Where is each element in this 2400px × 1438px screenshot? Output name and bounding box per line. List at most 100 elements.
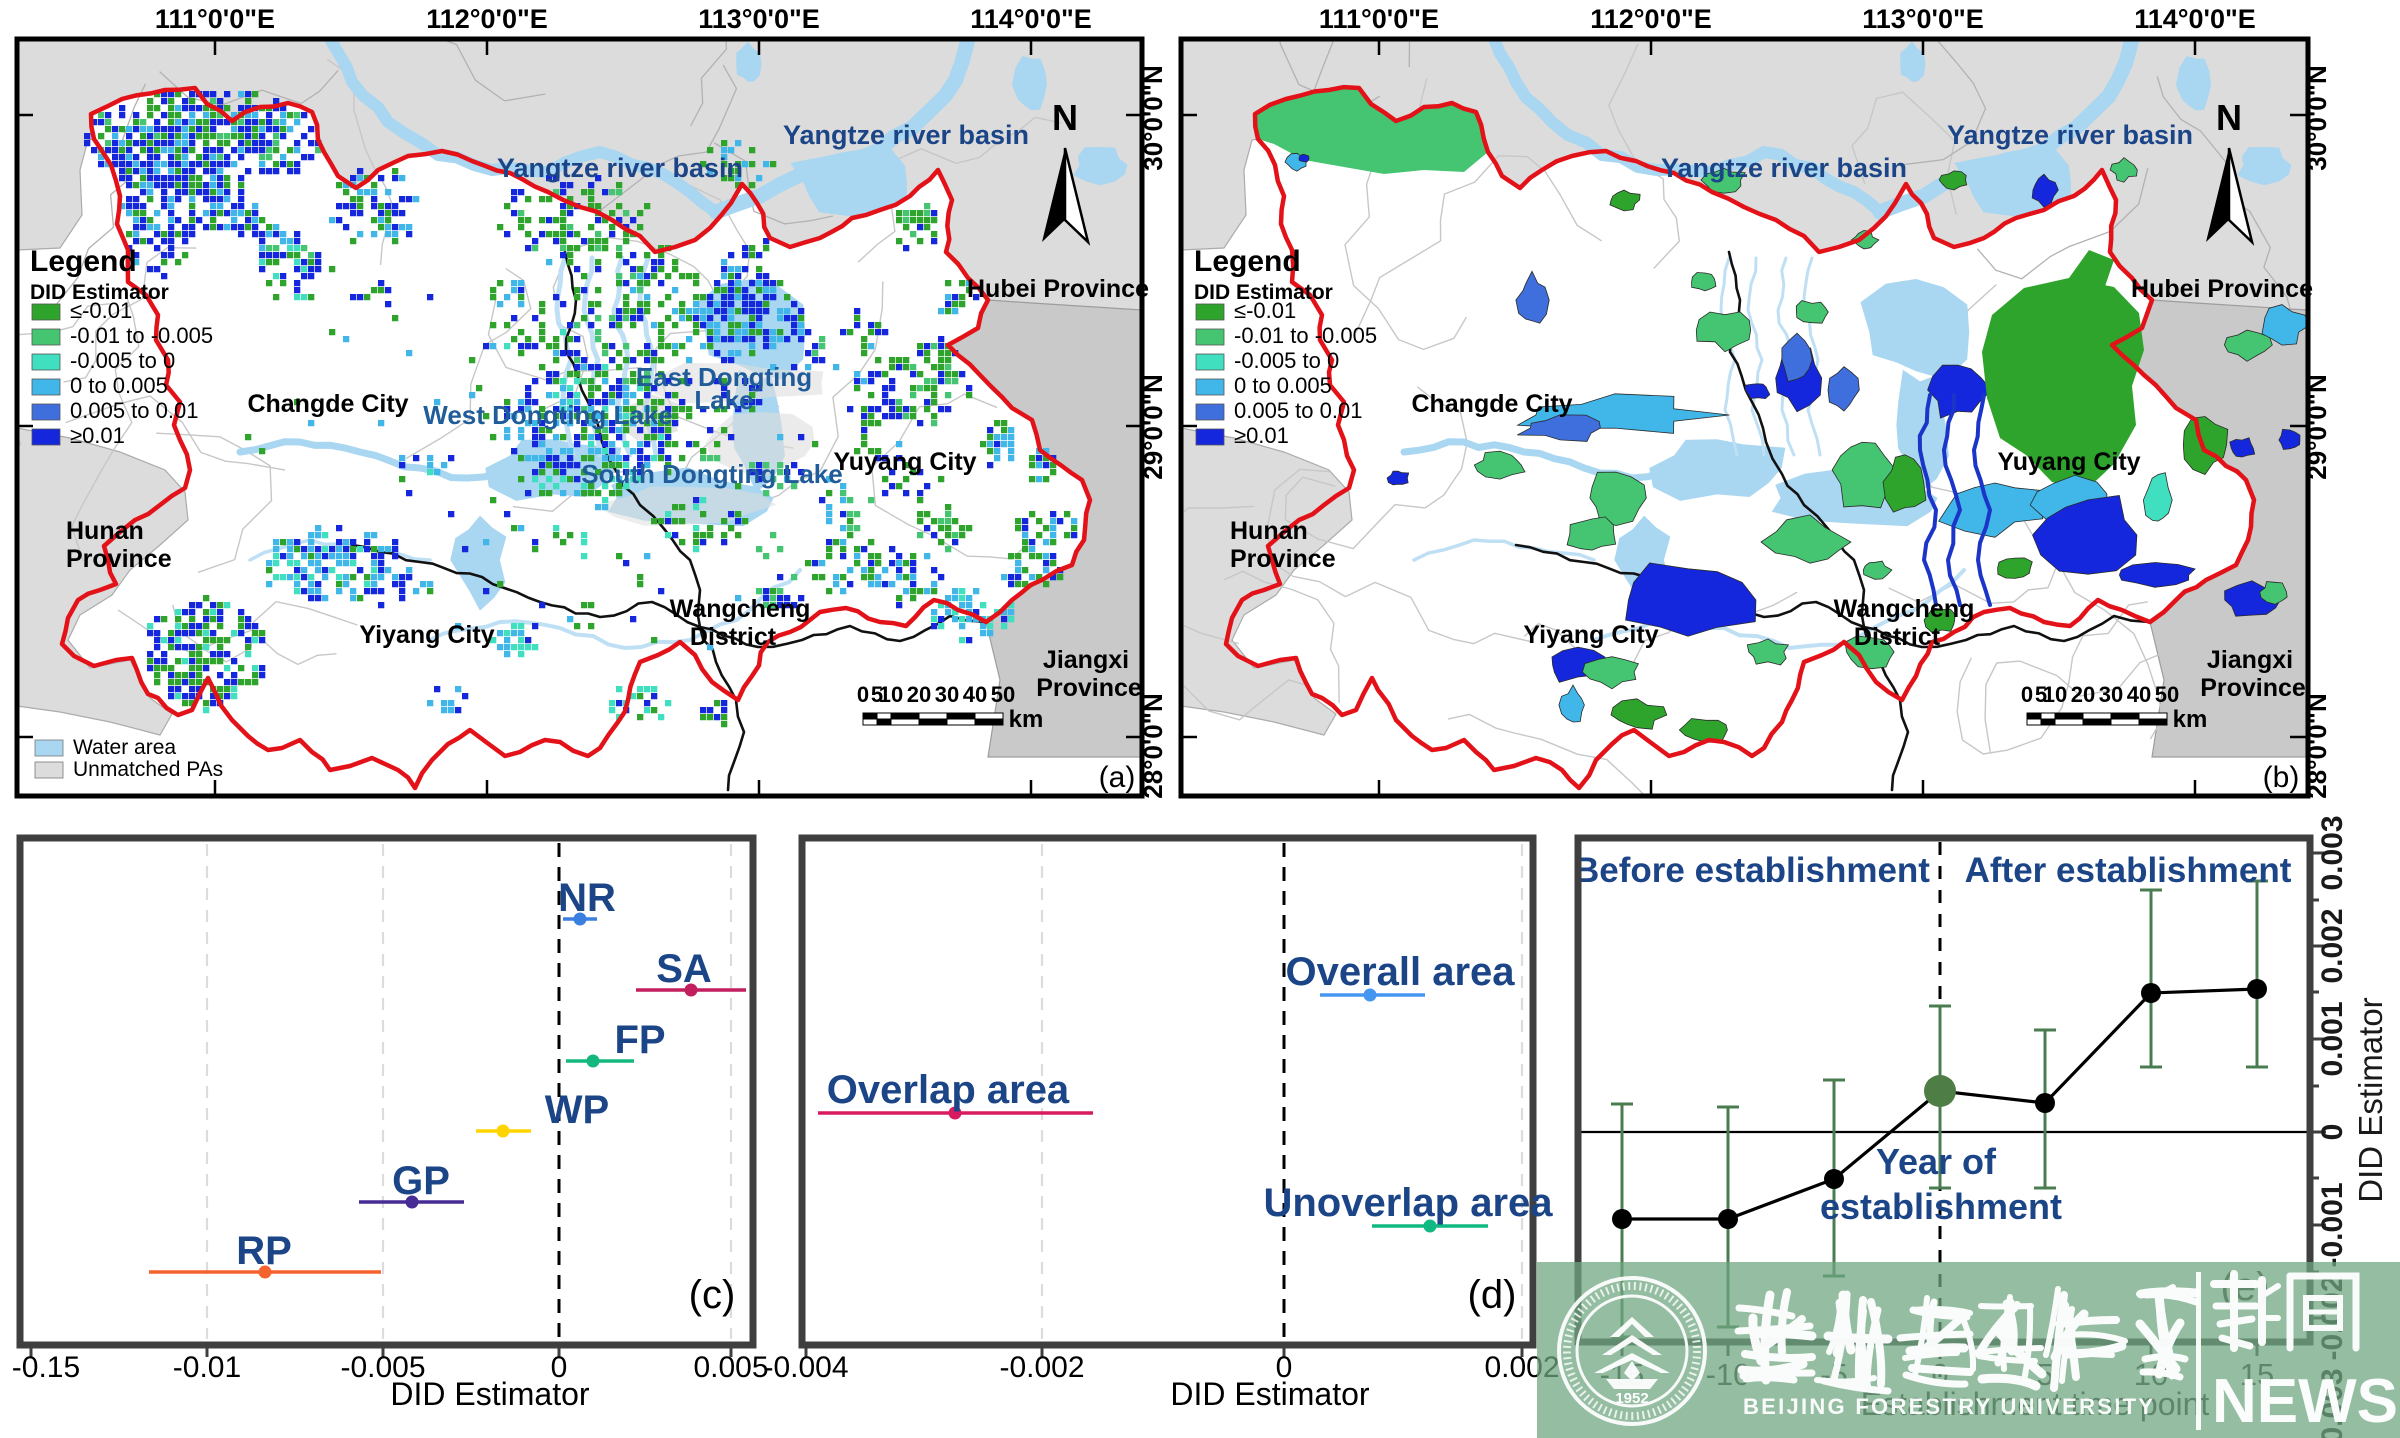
svg-text:km: km (2173, 706, 2208, 733)
svg-text:0.001: 0.001 (2316, 1001, 2349, 1076)
svg-text:≥0.01: ≥0.01 (70, 423, 125, 448)
svg-text:10: 10 (2043, 682, 2067, 707)
svg-text:Legend: Legend (1194, 245, 1301, 278)
svg-text:Unoverlap area: Unoverlap area (1263, 1181, 1553, 1225)
svg-text:DID Estimator: DID Estimator (1194, 281, 1333, 304)
svg-text:-0.01 to -0.005: -0.01 to -0.005 (70, 323, 213, 348)
svg-text:SA: SA (656, 947, 712, 991)
svg-text:N: N (2216, 97, 2242, 138)
svg-text:DID Estimator: DID Estimator (2352, 997, 2389, 1202)
svg-text:30°0'0"N: 30°0'0"N (1138, 65, 1168, 171)
svg-text:Wangcheng: Wangcheng (670, 595, 811, 623)
svg-text:establishment: establishment (1820, 1186, 2062, 1227)
svg-text:0 to 0.005: 0 to 0.005 (1234, 373, 1332, 398)
svg-text:Yiyang City: Yiyang City (1523, 621, 1658, 649)
svg-text:GP: GP (392, 1159, 450, 1203)
svg-text:114°0'0"E: 114°0'0"E (970, 4, 1092, 34)
svg-text:(d): (d) (1468, 1273, 1517, 1317)
svg-text:29°0'0"N: 29°0'0"N (2302, 374, 2332, 480)
svg-text:Yuyang City: Yuyang City (833, 448, 976, 476)
svg-text:0.005 to 0.01: 0.005 to 0.01 (1234, 398, 1362, 423)
svg-text:District: District (690, 623, 777, 651)
svg-text:30°0'0"N: 30°0'0"N (2302, 65, 2332, 171)
svg-text:Hubei Province: Hubei Province (2131, 275, 2313, 303)
svg-text:Hunan: Hunan (1230, 517, 1308, 545)
svg-text:0: 0 (551, 1351, 568, 1384)
svg-text:-0.001: -0.001 (2316, 1182, 2349, 1267)
svg-text:0: 0 (1276, 1351, 1293, 1384)
svg-text:Changde City: Changde City (247, 390, 408, 418)
svg-text:0.002: 0.002 (2316, 908, 2349, 983)
svg-text:-0.15: -0.15 (12, 1351, 80, 1384)
svg-text:Hubei Province: Hubei Province (967, 275, 1149, 303)
svg-text:114°0'0"E: 114°0'0"E (2134, 4, 2256, 34)
svg-text:Jiangxi: Jiangxi (1043, 646, 1129, 674)
svg-text:10: 10 (879, 682, 903, 707)
svg-text:Legend: Legend (30, 245, 137, 278)
svg-text:0 to 0.005: 0 to 0.005 (70, 373, 168, 398)
svg-text:0: 0 (857, 682, 869, 707)
svg-text:(c): (c) (689, 1273, 736, 1317)
svg-text:Yangtze river basin: Yangtze river basin (1661, 153, 1907, 183)
svg-text:0.005: 0.005 (693, 1351, 768, 1384)
svg-text:Overall area: Overall area (1285, 950, 1515, 994)
svg-text:113°0'0"E: 113°0'0"E (698, 4, 820, 34)
svg-text:After establishment: After establishment (1965, 851, 2292, 890)
svg-text:Province: Province (2200, 674, 2306, 702)
svg-text:Water area: Water area (73, 736, 176, 759)
svg-text:Year of: Year of (1876, 1141, 1997, 1182)
svg-text:Overlap area: Overlap area (827, 1068, 1070, 1112)
svg-text:Yangtze river basin: Yangtze river basin (1947, 120, 2193, 150)
svg-text:NEWS: NEWS (2212, 1367, 2398, 1436)
svg-text:DID Estimator: DID Estimator (390, 1376, 589, 1412)
svg-text:WP: WP (545, 1088, 609, 1132)
svg-text:Province: Province (1036, 674, 1142, 702)
svg-text:Yuyang City: Yuyang City (1997, 448, 2140, 476)
svg-text:5: 5 (2035, 682, 2047, 707)
svg-text:40: 40 (963, 682, 987, 707)
svg-text:20: 20 (2071, 682, 2095, 707)
svg-text:km: km (1009, 706, 1044, 733)
svg-text:0.003: 0.003 (2316, 815, 2349, 890)
svg-text:Province: Province (1230, 545, 1336, 573)
svg-text:Yangtze river basin: Yangtze river basin (497, 153, 743, 183)
svg-text:FP: FP (614, 1018, 665, 1062)
svg-text:Yiyang City: Yiyang City (359, 621, 494, 649)
svg-text:30: 30 (935, 682, 959, 707)
svg-text:40: 40 (2127, 682, 2151, 707)
svg-text:≤-0.01: ≤-0.01 (70, 298, 132, 323)
svg-text:-0.005 to 0: -0.005 to 0 (1234, 348, 1339, 373)
svg-text:0: 0 (2021, 682, 2033, 707)
svg-text:Lake: Lake (694, 385, 753, 415)
svg-text:0: 0 (2316, 1124, 2349, 1141)
svg-text:Province: Province (66, 545, 172, 573)
svg-text:RP: RP (236, 1229, 292, 1273)
svg-text:DID Estimator: DID Estimator (1170, 1376, 1369, 1412)
svg-text:East Dongting: East Dongting (636, 362, 812, 392)
svg-text:N: N (1052, 97, 1078, 138)
svg-text:30: 30 (2099, 682, 2123, 707)
svg-text:Before establishment: Before establishment (1574, 851, 1930, 890)
svg-text:Unmatched PAs: Unmatched PAs (73, 758, 223, 781)
svg-text:-0.005 to 0: -0.005 to 0 (70, 348, 175, 373)
svg-text:112°0'0"E: 112°0'0"E (1590, 4, 1712, 34)
svg-text:-0.004: -0.004 (763, 1351, 848, 1384)
svg-text:28°0'0"N: 28°0'0"N (2302, 693, 2332, 799)
svg-text:≤-0.01: ≤-0.01 (1234, 298, 1296, 323)
svg-text:(b): (b) (2263, 761, 2300, 794)
svg-text:(a): (a) (1099, 761, 1136, 794)
svg-text:BEIJING FORESTRY UNIVERSITY: BEIJING FORESTRY UNIVERSITY (1743, 1394, 2153, 1419)
svg-text:0.005 to 0.01: 0.005 to 0.01 (70, 398, 198, 423)
svg-text:NR: NR (558, 876, 616, 920)
svg-text:111°0'0"E: 111°0'0"E (155, 4, 275, 34)
svg-text:28°0'0"N: 28°0'0"N (1138, 693, 1168, 799)
svg-text:-0.01: -0.01 (173, 1351, 241, 1384)
svg-text:-0.01 to -0.005: -0.01 to -0.005 (1234, 323, 1377, 348)
svg-text:-0.002: -0.002 (999, 1351, 1084, 1384)
svg-text:29°0'0"N: 29°0'0"N (1138, 374, 1168, 480)
svg-text:111°0'0"E: 111°0'0"E (1319, 4, 1439, 34)
svg-text:1952: 1952 (1615, 1390, 1648, 1407)
svg-text:Changde City: Changde City (1411, 390, 1572, 418)
svg-text:District: District (1854, 623, 1941, 651)
svg-text:50: 50 (991, 682, 1015, 707)
